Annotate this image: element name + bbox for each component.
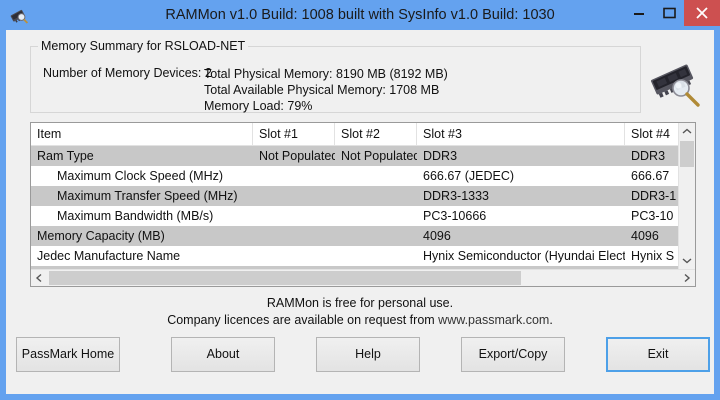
vertical-scroll-thumb[interactable] [680,141,694,167]
cell-slot-2 [335,246,417,266]
memory-summary-title: Memory Summary for RSLOAD-NET [38,39,249,53]
column-header-item[interactable]: Item [31,123,253,145]
table-row[interactable]: Ram Type Not Populated Not Populated DDR… [31,146,680,166]
chevron-right-icon[interactable] [678,270,695,286]
device-count-label: Number of Memory Devices: 2 [43,66,212,80]
cell-slot-4: DDR3-1 [631,189,677,203]
cell-slot-1 [253,226,335,246]
ram-module-magnifier-icon [649,57,704,109]
cell-slot-4: Hynix S [631,249,675,263]
column-header-slot-2[interactable]: Slot #2 [335,123,417,145]
client-area: Memory Summary for RSLOAD-NET Number of … [6,30,714,394]
table-vertical-scrollbar[interactable] [678,123,695,269]
title-bar[interactable]: RAMMon v1.0 Build: 1008 built with SysIn… [0,0,720,30]
memory-summary-group [30,46,641,113]
chevron-up-icon[interactable] [679,123,695,140]
cell-slot-3: 4096 [423,229,451,243]
memory-load-line: Memory Load: 79% [204,99,313,113]
cell-slot-3: 666.67 (JEDEC) [423,169,515,183]
passmark-home-button[interactable]: PassMark Home [16,337,120,372]
cell-slot-1 [253,206,335,226]
footer-line-1: RAMMon is free for personal use. [266,296,454,310]
cell-slot-2 [335,186,417,206]
minimize-icon[interactable] [624,0,654,26]
cell-slot-4: DDR3 [631,149,666,163]
window-title: RAMMon v1.0 Build: 1008 built with SysIn… [165,7,555,23]
cell-item: Maximum Bandwidth (MB/s) [57,209,214,223]
table-row[interactable]: Jedec Manufacture Name Hynix Semiconduct… [31,246,680,266]
passmark-website-link[interactable]: www.passmark.com [438,313,550,327]
available-physical-memory-line: Total Available Physical Memory: 1708 MB [204,83,440,97]
footer-line-2-suffix: . [549,313,553,327]
cell-slot-3: PC3-10666 [423,209,487,223]
cell-item: Maximum Transfer Speed (MHz) [57,189,238,203]
cell-item: Memory Capacity (MB) [37,229,165,243]
column-header-slot-4[interactable]: Slot #4 [625,123,680,145]
chevron-left-icon[interactable] [31,270,48,286]
column-header-slot-3[interactable]: Slot #3 [417,123,625,145]
cell-slot-2 [335,166,417,186]
cell-slot-4: 666.67 [631,169,670,183]
ram-magnifier-icon [9,5,29,25]
table-header-row: Item Slot #1 Slot #2 Slot #3 Slot #4 [31,123,680,146]
cell-slot-2 [335,226,417,246]
total-physical-memory-line: Total Physical Memory: 8190 MB (8192 MB) [204,67,448,81]
chevron-down-icon[interactable] [679,252,695,269]
table-viewport: Item Slot #1 Slot #2 Slot #3 Slot #4 Ram… [31,123,680,286]
table-row[interactable]: Maximum Transfer Speed (MHz) DDR3-1333 D… [31,186,680,206]
memory-summary-lines: Total Physical Memory: 8190 MB (8192 MB)… [204,66,448,114]
cell-slot-2 [335,206,417,226]
help-button[interactable]: Help [316,337,420,372]
footer-line-2-prefix: Company licences are available on reques… [167,313,439,327]
memory-details-table[interactable]: Item Slot #1 Slot #2 Slot #3 Slot #4 Ram… [30,122,696,287]
about-button[interactable]: About [171,337,275,372]
export-copy-button[interactable]: Export/Copy [461,337,565,372]
cell-slot-1 [253,246,335,266]
footer-text: RAMMon is free for personal use. Company… [6,295,714,329]
cell-slot-1 [253,186,335,206]
table-row[interactable]: Maximum Bandwidth (MB/s) PC3-10666 PC3-1… [31,206,680,226]
table-horizontal-scrollbar[interactable] [31,269,695,286]
table-row[interactable]: Memory Capacity (MB) 4096 4096 [31,226,680,246]
footer-line-2: Company licences are available on reques… [6,312,714,329]
cell-item: Ram Type [37,149,94,163]
cell-slot-3: Hynix Semiconductor (Hyundai Electronics… [423,249,625,263]
exit-button[interactable]: Exit [606,337,710,372]
cell-item: Maximum Clock Speed (MHz) [57,169,224,183]
cell-slot-3: DDR3-1333 [423,189,490,203]
cell-slot-4: 4096 [631,229,659,243]
cell-slot-4: PC3-10 [631,209,674,223]
cell-slot-3: DDR3 [423,149,458,163]
cell-slot-2: Not Populated [341,149,417,163]
column-header-slot-1[interactable]: Slot #1 [253,123,335,145]
close-icon[interactable] [684,0,720,26]
maximize-icon[interactable] [654,0,684,26]
table-row[interactable]: Maximum Clock Speed (MHz) 666.67 (JEDEC)… [31,166,680,186]
horizontal-scroll-thumb[interactable] [49,271,521,285]
cell-slot-1 [253,166,335,186]
cell-slot-1: Not Populated [259,149,335,163]
cell-item: Jedec Manufacture Name [37,249,181,263]
